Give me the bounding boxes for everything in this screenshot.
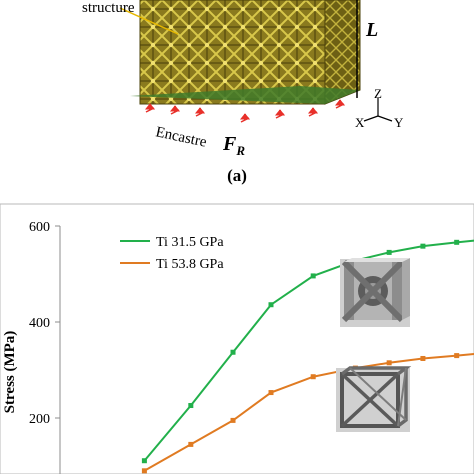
- unit-cell-render-2: [336, 366, 412, 432]
- chart-legend: Ti 31.5 GPa Ti 53.8 GPa: [120, 235, 224, 272]
- coordinate-axes-icon: [363, 98, 393, 122]
- series-lines: [143, 239, 474, 472]
- axis-z-label: Z: [374, 86, 382, 101]
- panel-label: (a): [227, 166, 247, 185]
- support-label: Encastre: [154, 124, 208, 150]
- data-point-series-2: [386, 360, 392, 366]
- data-point-series-1: [188, 403, 194, 409]
- length-label: L: [365, 19, 378, 41]
- data-point-series-1: [310, 273, 316, 279]
- series-line-1: [143, 239, 474, 462]
- force-label: FR: [222, 133, 245, 158]
- force-subscript: R: [235, 143, 245, 158]
- axis-y-label: Y: [394, 115, 404, 130]
- series-line-2: [143, 352, 474, 472]
- y-tick-label: 600: [29, 220, 50, 235]
- data-point-series-1: [141, 458, 147, 464]
- data-point-series-2: [310, 374, 316, 380]
- unit-cell-render-1: [340, 258, 410, 327]
- series-markers: [141, 239, 460, 474]
- reaction-force-arrows: [144, 99, 346, 123]
- lattice-base-plate: [130, 86, 360, 104]
- data-point-series-2: [454, 353, 460, 359]
- data-point-series-1: [230, 349, 236, 355]
- y-tick-label: 200: [29, 412, 50, 427]
- data-point-series-1: [386, 249, 392, 255]
- axis-x-label: X: [355, 115, 365, 130]
- data-point-series-2: [268, 390, 274, 396]
- data-point-series-2: [188, 441, 194, 447]
- data-point-series-1: [420, 243, 426, 249]
- data-point-series-2: [420, 355, 426, 361]
- y-tick-labels: 200 400 600: [29, 220, 60, 427]
- force-symbol: F: [222, 133, 237, 155]
- lattice-structure-illustration: [130, 0, 361, 105]
- data-point-series-1: [454, 239, 460, 245]
- chart-frame: [0, 203, 474, 474]
- legend-label-series-1: Ti 31.5 GPa: [156, 235, 224, 250]
- data-point-series-1: [268, 302, 274, 308]
- chart-y-axis-label: Stress (MPa): [2, 331, 18, 414]
- callout-leader-line: [119, 7, 179, 35]
- y-tick-label: 400: [29, 316, 50, 331]
- legend-label-series-2: Ti 53.8 GPa: [156, 257, 224, 272]
- callout-label: structure: [82, 0, 135, 16]
- data-point-series-2: [230, 417, 236, 423]
- data-point-series-2: [141, 468, 147, 474]
